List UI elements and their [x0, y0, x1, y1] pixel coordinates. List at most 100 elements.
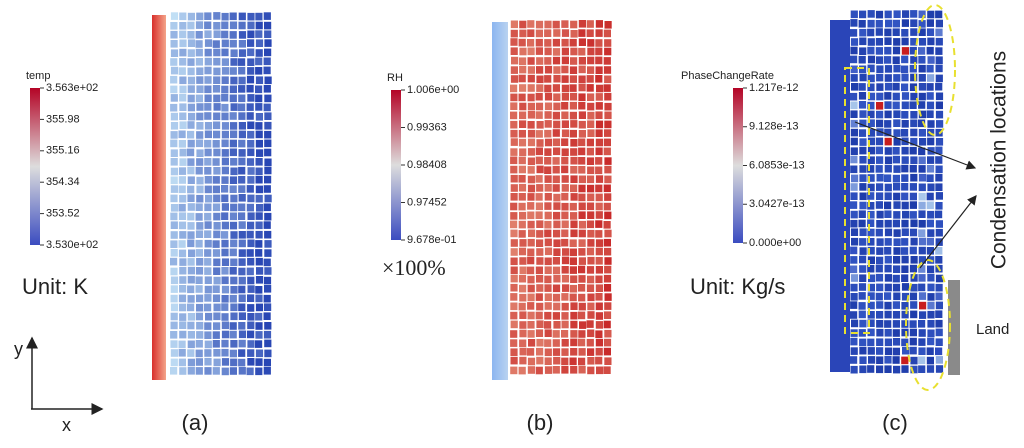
cell	[528, 229, 536, 238]
cell	[204, 221, 212, 229]
cell	[187, 358, 195, 367]
cell	[204, 340, 212, 349]
cell	[859, 37, 867, 46]
cell	[867, 74, 875, 83]
cell	[221, 185, 229, 193]
cell	[918, 147, 926, 156]
cell	[578, 175, 586, 184]
cell	[884, 110, 892, 119]
cell	[927, 273, 935, 282]
cell	[187, 39, 196, 47]
cell	[510, 320, 518, 329]
cell	[595, 211, 603, 219]
cell	[850, 192, 858, 200]
cell	[553, 202, 561, 210]
cell	[229, 294, 237, 303]
cell	[263, 221, 271, 229]
cell	[195, 276, 203, 284]
cell	[901, 292, 910, 301]
cell	[867, 55, 876, 64]
cell	[603, 84, 611, 92]
cell	[255, 194, 263, 203]
cell	[570, 139, 578, 147]
cell	[935, 156, 943, 164]
cell	[918, 74, 926, 82]
cell	[867, 137, 876, 146]
cell	[909, 101, 917, 109]
cell	[204, 76, 212, 84]
cell	[213, 349, 221, 357]
cell	[229, 248, 237, 257]
cell	[212, 203, 221, 212]
cell	[578, 120, 586, 129]
cell	[196, 303, 204, 312]
cell	[859, 238, 867, 246]
unit: Unit: K	[22, 274, 88, 299]
cell	[247, 239, 255, 248]
cell	[255, 130, 263, 139]
cell	[561, 357, 569, 366]
wall-strip	[830, 20, 850, 372]
cell	[884, 247, 892, 255]
cell	[238, 103, 246, 112]
cell	[544, 339, 552, 347]
cell	[586, 320, 594, 328]
cell	[859, 247, 867, 255]
cell	[221, 85, 229, 94]
cell	[876, 338, 884, 346]
cell	[187, 21, 195, 30]
cell	[918, 347, 926, 355]
cell	[927, 320, 935, 328]
land-strip	[948, 280, 960, 375]
cell	[901, 55, 909, 64]
cell	[510, 239, 518, 247]
cell	[604, 120, 612, 129]
cell	[918, 237, 927, 246]
cell	[212, 185, 220, 194]
cell	[255, 94, 263, 103]
cell	[910, 56, 918, 64]
cell	[926, 356, 934, 365]
cell	[875, 146, 883, 155]
cell	[604, 39, 612, 47]
cell	[884, 164, 892, 173]
cell	[875, 264, 883, 273]
simulation-cells	[170, 10, 944, 376]
cell	[578, 47, 586, 56]
cell	[221, 367, 229, 376]
colorbar	[733, 88, 743, 243]
cell	[578, 193, 586, 202]
cell	[238, 231, 246, 239]
cell	[893, 238, 901, 246]
cell	[170, 231, 178, 239]
cell	[230, 258, 238, 267]
cell	[527, 93, 535, 102]
cell	[850, 165, 858, 174]
cell	[910, 111, 918, 119]
cell	[255, 185, 263, 194]
cell	[927, 183, 935, 192]
cell	[561, 320, 569, 329]
cell	[859, 65, 867, 74]
cell	[850, 101, 858, 110]
cell	[527, 275, 535, 284]
cell	[238, 258, 246, 266]
cell	[926, 83, 934, 91]
cell	[195, 203, 203, 211]
cell	[901, 146, 909, 155]
cell	[604, 302, 612, 310]
cell	[213, 103, 221, 111]
cell	[586, 147, 594, 156]
cell	[510, 66, 518, 74]
cell	[544, 166, 552, 174]
cell	[884, 264, 892, 273]
cell	[909, 211, 917, 219]
cell	[553, 220, 561, 229]
cell	[552, 348, 561, 356]
cell	[918, 28, 926, 36]
cell	[527, 39, 535, 47]
colorbar-tick-label: 3.530e+02	[46, 239, 98, 251]
cell	[247, 330, 255, 339]
cell	[859, 319, 867, 328]
cell	[255, 57, 263, 66]
